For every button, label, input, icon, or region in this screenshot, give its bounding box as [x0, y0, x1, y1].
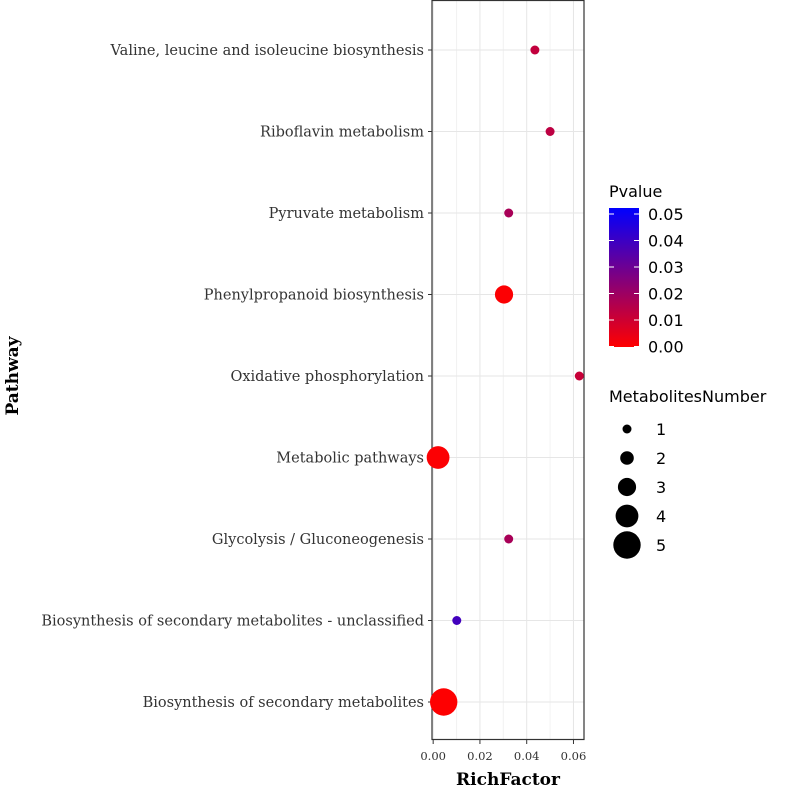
x-tick-label: 0.04: [514, 749, 540, 763]
colorbar-label: 0.00: [648, 338, 684, 357]
panel-background: [432, 0, 584, 740]
size-legend-title: MetabolitesNumber: [609, 387, 767, 406]
data-point: [530, 45, 540, 55]
colorbar-label: 0.05: [648, 205, 684, 224]
size-legend-key: [620, 451, 634, 465]
data-point: [504, 208, 514, 218]
x-axis: 0.00 0.02 0.04 0.06: [420, 740, 586, 763]
size-legend-label: 5: [656, 536, 666, 555]
data-point: [574, 371, 584, 381]
data-point: [452, 616, 462, 625]
panel-border: [431, 0, 585, 741]
metabolites-number-legend: MetabolitesNumber 1 2 3 4 5: [609, 387, 767, 559]
y-tick-label: Metabolic pathways: [276, 451, 424, 467]
size-legend-label: 3: [656, 478, 666, 497]
y-tick-label: Riboflavin metabolism: [260, 125, 424, 141]
y-tick-label: Phenylpropanoid biosynthesis: [204, 288, 424, 304]
colorbar-label: 0.01: [648, 311, 684, 330]
x-axis-label: RichFactor: [456, 770, 561, 790]
data-point: [429, 688, 458, 716]
colorbar-label: 0.03: [648, 258, 684, 277]
plot-panel: [431, 0, 585, 741]
size-legend-label: 2: [656, 449, 666, 468]
size-legend-key: [622, 424, 632, 434]
colorbar-label: 0.04: [648, 232, 684, 251]
pvalue-colorbar: [609, 208, 639, 347]
size-legend-key: [617, 477, 637, 497]
x-tick-label: 0.00: [420, 749, 446, 763]
size-legend-label: 4: [656, 507, 666, 526]
data-point: [494, 285, 514, 304]
data-point: [545, 127, 555, 136]
x-tick-label: 0.02: [467, 749, 493, 763]
y-tick-label: Biosynthesis of secondary metabolites - …: [41, 614, 424, 630]
data-points: [426, 45, 584, 716]
data-point: [504, 534, 514, 544]
size-legend-key: [613, 531, 641, 559]
y-tick-label: Oxidative phosphorylation: [230, 369, 424, 385]
y-axis: Valine, leucine and isoleucine biosynthe…: [41, 43, 432, 711]
colorbar-label: 0.02: [648, 285, 684, 304]
data-point: [426, 446, 450, 469]
y-tick-label: Pyruvate metabolism: [269, 206, 425, 222]
y-tick-label: Glycolysis / Gluconeogenesis: [212, 532, 424, 548]
x-tick-label: 0.06: [561, 749, 587, 763]
y-axis-label: Pathway: [3, 335, 23, 415]
size-legend-key: [615, 504, 639, 528]
size-legend-label: 1: [656, 420, 666, 439]
y-tick-label: Valine, leucine and isoleucine biosynthe…: [110, 43, 424, 59]
pvalue-legend: Pvalue 0.05 0.04 0.03 0.02 0.01 0.00: [609, 182, 684, 357]
pvalue-legend-title: Pvalue: [609, 182, 662, 201]
y-tick-label: Biosynthesis of secondary metabolites: [143, 695, 424, 711]
